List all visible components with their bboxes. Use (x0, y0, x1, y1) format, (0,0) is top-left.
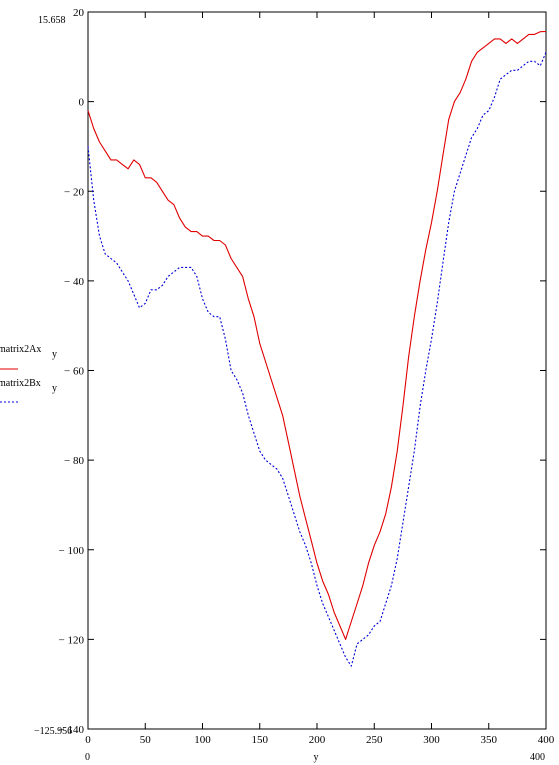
y-tick-label: − 40 (64, 276, 84, 288)
x-tick-label: 150 (252, 734, 269, 746)
y-tick-label: 20 (73, 7, 85, 19)
x-tick-label: 100 (194, 734, 211, 746)
series-line-matrix2ax (87, 30, 547, 640)
y-min-annotation: −125.956 (34, 726, 72, 737)
series-lines (87, 30, 547, 667)
legend-series-1-name: matrix2Ax (0, 344, 41, 355)
y-tick-label: 0 (79, 97, 85, 109)
legend-series-2-subscript: y (52, 383, 57, 394)
y-tick-label: − 120 (59, 634, 85, 646)
legend: matrix2Ax y matrix2Bx y (0, 344, 57, 403)
x-tick-label: 200 (309, 734, 326, 746)
y-tick-label: − 80 (64, 455, 84, 467)
axes (87, 11, 547, 730)
y-tick-label: − 20 (64, 186, 84, 198)
x-tick-label: 50 (140, 734, 152, 746)
y-tick-label: − 60 (64, 366, 84, 378)
x-tick-label: 250 (366, 734, 383, 746)
x-min-annotation: 0 (85, 752, 90, 763)
plot-frame (87, 11, 547, 730)
x-axis-label: y (314, 752, 319, 763)
series-line-matrix2bx (87, 52, 547, 667)
legend-series-2-name: matrix2Bx (0, 378, 41, 389)
x-tick-label: 300 (423, 734, 440, 746)
y-tick-label: − 140 (59, 724, 85, 736)
x-tick-label: 0 (85, 734, 91, 746)
y-tick-label: − 100 (59, 545, 85, 557)
x-max-annotation: 400 (530, 752, 545, 763)
legend-series-1-subscript: y (52, 349, 57, 360)
x-tick-label: 350 (481, 734, 498, 746)
x-tick-label: 400 (538, 734, 555, 746)
y-max-annotation: 15.658 (38, 15, 66, 26)
